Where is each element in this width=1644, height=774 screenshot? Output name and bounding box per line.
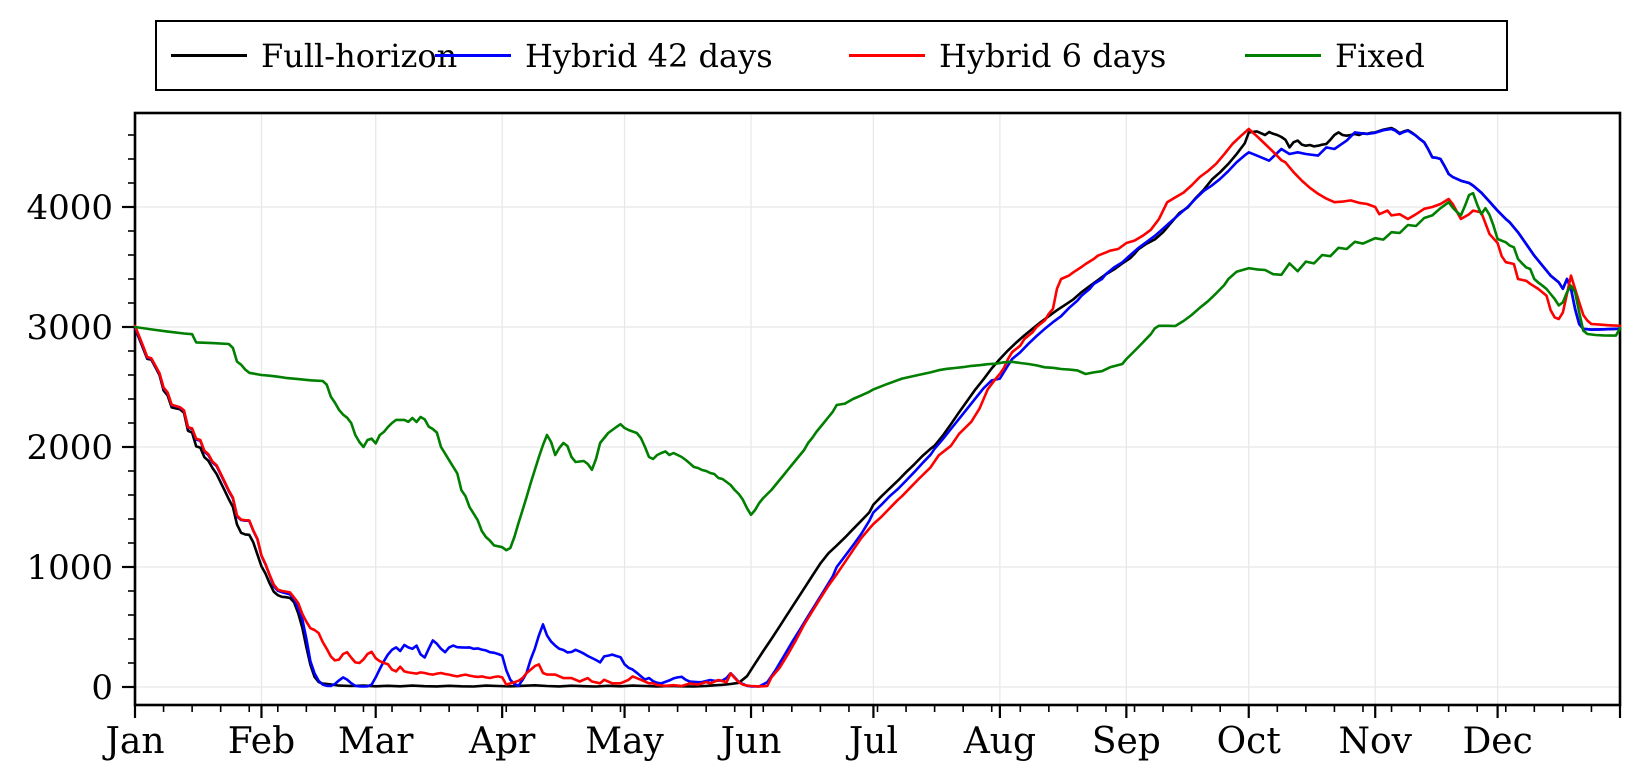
- svg-text:Aug: Aug: [963, 721, 1036, 762]
- legend-label: Fixed: [1335, 36, 1425, 75]
- svg-text:Nov: Nov: [1338, 721, 1412, 762]
- plot-frame: [133, 111, 1622, 707]
- legend-line-swatch-green: [1245, 54, 1321, 57]
- svg-text:Oct: Oct: [1217, 721, 1282, 762]
- legend-line-swatch-red: [849, 54, 925, 57]
- legend-label: Hybrid 42 days: [525, 36, 773, 75]
- legend-label: Hybrid 6 days: [939, 36, 1167, 75]
- series-line-fixed: [133, 191, 1622, 552]
- svg-text:4000: 4000: [26, 188, 113, 228]
- series-fixed: [133, 191, 1622, 552]
- svg-text:Mar: Mar: [338, 721, 414, 762]
- legend-item-fixed: Fixed: [1245, 22, 1425, 89]
- svg-text:3000: 3000: [26, 308, 113, 348]
- legend-line-swatch-black: [171, 54, 247, 57]
- x-axis-labels: Jan Feb Mar Apr May Jun Jul Aug Sep Oct Nov Dec: [101, 721, 1532, 762]
- svg-text:Dec: Dec: [1462, 721, 1532, 762]
- svg-text:Feb: Feb: [228, 721, 295, 762]
- axis-ticks: [122, 134, 1622, 718]
- svg-text:1000: 1000: [26, 548, 113, 588]
- svg-text:Jun: Jun: [717, 721, 782, 762]
- legend-line-swatch-blue: [435, 54, 511, 57]
- svg-text:Jul: Jul: [845, 721, 898, 762]
- series-line-full-horizon: [133, 126, 1622, 688]
- series-line-hybrid-42-days: [133, 127, 1622, 688]
- svg-text:0: 0: [91, 668, 113, 708]
- legend-item-full-horizon: Full-horizon: [171, 22, 457, 89]
- legend: Full-horizon Hybrid 42 days Hybrid 6 day…: [155, 20, 1508, 91]
- svg-text:May: May: [585, 721, 664, 762]
- series-line-hybrid-6-days: [133, 127, 1622, 688]
- svg-text:2000: 2000: [26, 428, 113, 468]
- legend-label: Full-horizon: [261, 36, 458, 75]
- y-axis-labels: 0 1000 2000 3000 4000: [26, 188, 113, 708]
- svg-text:Sep: Sep: [1092, 721, 1161, 762]
- svg-text:Jan: Jan: [101, 721, 164, 762]
- legend-item-hybrid-6-days: Hybrid 6 days: [849, 22, 1166, 89]
- gridlines: [135, 113, 1620, 705]
- series-full-horizon: [133, 126, 1622, 688]
- series-hybrid-6-days: [133, 127, 1622, 688]
- legend-item-hybrid-42-days: Hybrid 42 days: [435, 22, 773, 89]
- series-hybrid-42-days: [133, 127, 1622, 688]
- svg-text:Apr: Apr: [468, 721, 536, 762]
